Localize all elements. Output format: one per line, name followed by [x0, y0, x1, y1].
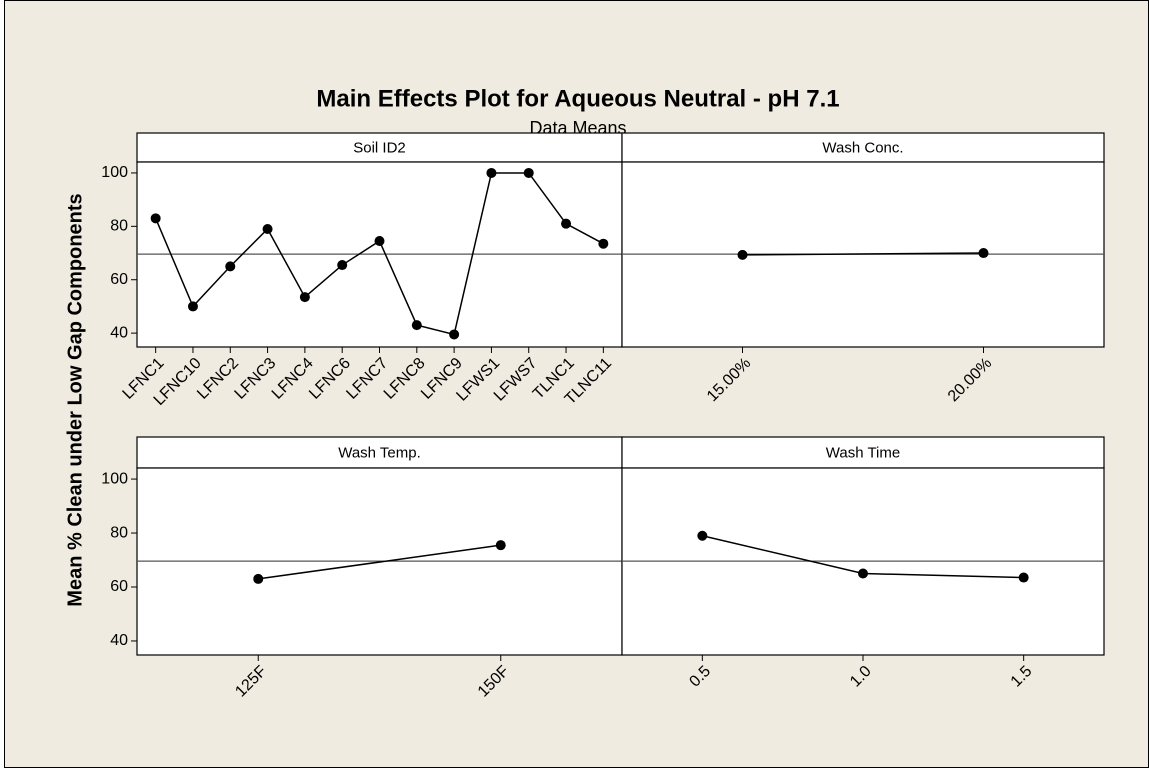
y-tick-label: 80: [110, 218, 128, 235]
y-tick-label: 40: [110, 632, 128, 649]
y-tick-label: 40: [110, 324, 128, 341]
panel-title: Wash Conc.: [822, 139, 903, 156]
y-tick-label: 80: [110, 524, 128, 541]
data-point: [697, 530, 708, 541]
data-point: [150, 213, 161, 224]
data-point: [374, 236, 385, 247]
data-line: [742, 252, 984, 256]
panel-title: Soil ID2: [353, 139, 406, 156]
data-point: [299, 292, 310, 303]
y-tick-label: 100: [101, 470, 128, 487]
data-point: [225, 261, 236, 272]
y-axis-label: Mean % Clean under Low Gap Components: [64, 193, 86, 606]
data-point: [187, 301, 198, 312]
data-point: [262, 224, 273, 235]
data-point: [523, 167, 534, 178]
data-point: [737, 249, 748, 260]
data-point: [449, 329, 460, 340]
data-point: [1018, 572, 1029, 583]
y-tick-label: 60: [110, 271, 128, 288]
panel-title: Wash Time: [826, 444, 900, 461]
data-line: [258, 544, 501, 580]
data-point: [598, 238, 609, 249]
panel-header: [621, 436, 1105, 469]
data-point: [411, 320, 422, 331]
panel-title: Wash Temp.: [338, 444, 421, 461]
chart-title: Main Effects Plot for Aqueous Neutral - …: [316, 85, 839, 112]
data-point: [495, 540, 506, 551]
data-point: [561, 218, 572, 229]
data-point: [486, 167, 497, 178]
data-point: [337, 260, 348, 271]
y-tick-label: 100: [101, 164, 128, 181]
y-tick-label: 60: [110, 578, 128, 595]
data-point: [858, 568, 868, 579]
data-point: [253, 573, 264, 584]
data-point: [978, 248, 989, 259]
